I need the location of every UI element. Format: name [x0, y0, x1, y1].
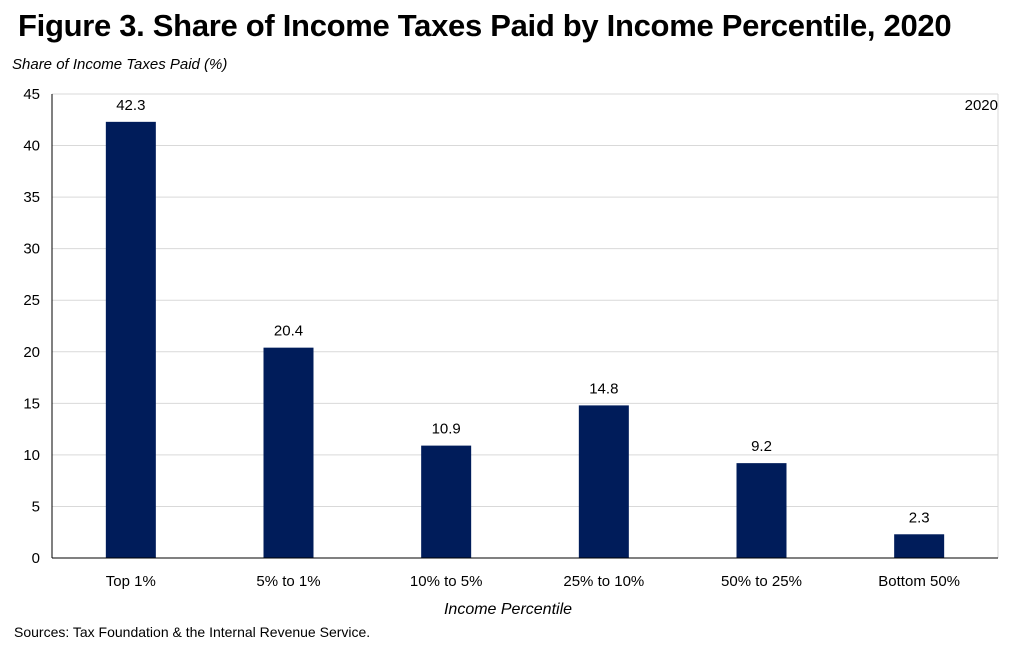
y-axis-label: Share of Income Taxes Paid (%) [12, 56, 228, 73]
x-tick-label: 5% to 1% [256, 573, 320, 590]
x-tick-label: Top 1% [106, 573, 156, 590]
bar [736, 463, 787, 558]
y-tick-label: 10 [23, 447, 40, 464]
data-label: 10.9 [432, 421, 461, 438]
y-tick-label: 45 [23, 86, 40, 103]
y-tick-label: 15 [23, 395, 40, 412]
y-tick-label: 0 [32, 550, 40, 567]
x-tick-label: Bottom 50% [878, 573, 960, 590]
x-axis-label: Income Percentile [444, 601, 572, 618]
x-tick-label: 25% to 10% [563, 573, 644, 590]
data-label: 20.4 [274, 323, 303, 340]
y-tick-label: 40 [23, 138, 40, 155]
legend-label: 2020 [965, 97, 998, 114]
bar [578, 405, 629, 558]
y-tick-label: 25 [23, 292, 40, 309]
y-tick-label: 35 [23, 189, 40, 206]
data-label: 14.8 [589, 380, 618, 397]
x-tick-labels: Top 1% 5% to 1% 10% to 5% 25% to 10% 50% to … [106, 573, 960, 590]
y-tick-label: 20 [23, 344, 40, 361]
bar [105, 121, 156, 558]
y-tick-labels: 0 5 10 15 20 25 30 35 40 45 [23, 86, 40, 567]
y-tick-label: 5 [32, 498, 40, 515]
x-tick-label: 10% to 5% [410, 573, 483, 590]
data-label: 9.2 [751, 438, 772, 455]
chart-title: Figure 3. Share of Income Taxes Paid by … [18, 8, 952, 43]
bar [894, 534, 945, 558]
source-note: Sources: Tax Foundation & the Internal R… [14, 624, 371, 640]
bar [421, 445, 472, 558]
data-labels: 42.3 20.4 10.9 14.8 9.2 2.3 [116, 97, 929, 526]
gridlines [52, 93, 999, 558]
data-label: 42.3 [116, 97, 145, 114]
x-tick-label: 50% to 25% [721, 573, 802, 590]
bar [263, 347, 314, 558]
bars [105, 121, 945, 558]
data-label: 2.3 [909, 509, 930, 526]
y-tick-label: 30 [23, 241, 40, 258]
